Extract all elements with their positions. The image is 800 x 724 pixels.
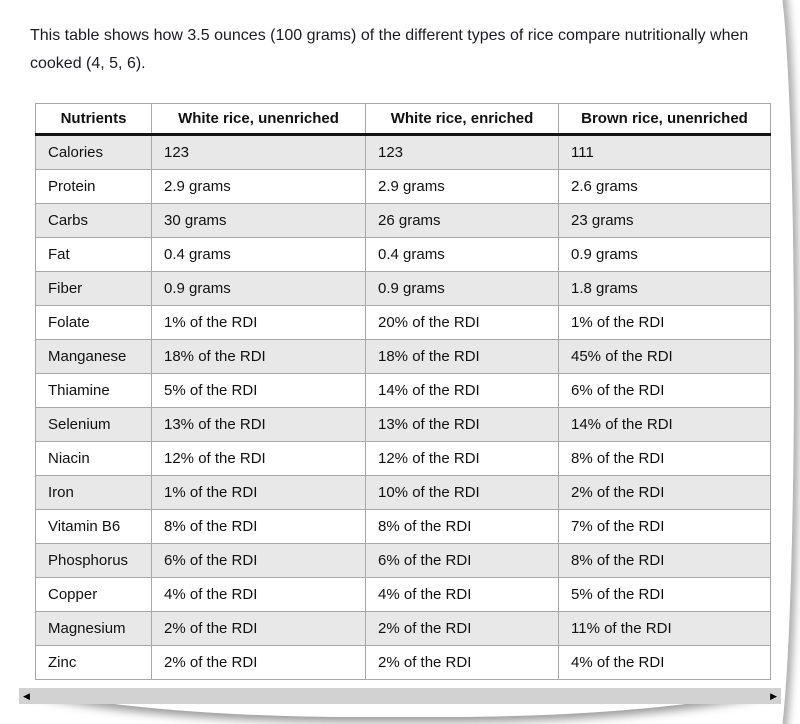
value-cell: 0.9 grams	[558, 237, 771, 272]
nutrient-cell: Manganese	[35, 339, 152, 374]
nutrient-cell: Fat	[35, 237, 152, 272]
value-cell: 12% of the RDI	[151, 441, 366, 476]
value-cell: 8% of the RDI	[558, 441, 771, 476]
value-cell: 18% of the RDI	[151, 339, 366, 374]
scroll-left-arrow-icon[interactable]: ◀	[23, 691, 30, 701]
column-header-brown-rice-unenriched: Brown rice, unenriched	[558, 103, 771, 136]
value-cell: 6% of the RDI	[365, 543, 559, 578]
value-cell: 7% of the RDI	[558, 509, 771, 544]
nutrient-cell: Vitamin B6	[35, 509, 152, 544]
column-header-nutrients: Nutrients	[35, 103, 152, 136]
value-cell: 2% of the RDI	[365, 645, 559, 680]
nutrient-cell: Phosphorus	[35, 543, 152, 578]
table-row: Iron 1% of the RDI 10% of the RDI 2% of the…	[35, 475, 771, 510]
table-row: Zinc 2% of the RDI 2% of the RDI 4% of the …	[35, 645, 771, 680]
value-cell: 0.4 grams	[365, 237, 559, 272]
nutrient-cell: Carbs	[35, 203, 152, 238]
value-cell: 0.4 grams	[151, 237, 366, 272]
nutrient-cell: Protein	[35, 169, 152, 204]
table-body: Calories 123 123 111 Protein 2.9 grams 2.9 gra…	[35, 134, 771, 680]
value-cell: 1.8 grams	[558, 271, 771, 306]
column-header-white-rice-enriched: White rice, enriched	[365, 103, 559, 136]
table-row: Thiamine 5% of the RDI 14% of the RDI 6% of…	[35, 373, 771, 408]
value-cell: 4% of the RDI	[151, 577, 366, 612]
table-row: Manganese 18% of the RDI 18% of the RDI 45%…	[35, 339, 771, 374]
value-cell: 8% of the RDI	[365, 509, 559, 544]
column-header-white-rice-unenriched: White rice, unenriched	[151, 103, 366, 136]
value-cell: 0.9 grams	[365, 271, 559, 306]
value-cell: 2% of the RDI	[558, 475, 771, 510]
table-row: Carbs 30 grams 26 grams 23 grams	[35, 203, 771, 238]
value-cell: 2% of the RDI	[151, 611, 366, 646]
table-row: Protein 2.9 grams 2.9 grams 2.6 grams	[35, 169, 771, 204]
value-cell: 4% of the RDI	[365, 577, 559, 612]
value-cell: 6% of the RDI	[558, 373, 771, 408]
value-cell: 14% of the RDI	[558, 407, 771, 442]
value-cell: 123	[151, 134, 366, 170]
value-cell: 2.9 grams	[151, 169, 366, 204]
value-cell: 6% of the RDI	[151, 543, 366, 578]
value-cell: 11% of the RDI	[558, 611, 771, 646]
table-row: Magnesium 2% of the RDI 2% of the RDI 11% o…	[35, 611, 771, 646]
table-row: Selenium 13% of the RDI 13% of the RDI 14% …	[35, 407, 771, 442]
nutrient-cell: Magnesium	[35, 611, 152, 646]
table-row: Phosphorus 6% of the RDI 6% of the RDI 8% o…	[35, 543, 771, 578]
value-cell: 23 grams	[558, 203, 771, 238]
nutrient-cell: Zinc	[35, 645, 152, 680]
nutrient-cell: Thiamine	[35, 373, 152, 408]
nutrient-cell: Calories	[35, 134, 152, 170]
value-cell: 2.6 grams	[558, 169, 771, 204]
table-row: Calories 123 123 111	[35, 134, 771, 170]
value-cell: 123	[365, 134, 559, 170]
value-cell: 18% of the RDI	[365, 339, 559, 374]
value-cell: 12% of the RDI	[365, 441, 559, 476]
table-row: Vitamin B6 8% of the RDI 8% of the RDI 7% o…	[35, 509, 771, 544]
nutrient-cell: Folate	[35, 305, 152, 340]
value-cell: 20% of the RDI	[365, 305, 559, 340]
value-cell: 13% of the RDI	[151, 407, 366, 442]
table-row: Folate 1% of the RDI 20% of the RDI 1% of t…	[35, 305, 771, 340]
nutrient-cell: Copper	[35, 577, 152, 612]
nutrient-cell: Selenium	[35, 407, 152, 442]
value-cell: 8% of the RDI	[558, 543, 771, 578]
value-cell: 14% of the RDI	[365, 373, 559, 408]
scroll-right-arrow-icon[interactable]: ▶	[770, 691, 777, 701]
value-cell: 30 grams	[151, 203, 366, 238]
table-row: Fat 0.4 grams 0.4 grams 0.9 grams	[35, 237, 771, 272]
page-curl-shadow-bottom	[0, 704, 800, 724]
value-cell: 4% of the RDI	[558, 645, 771, 680]
value-cell: 1% of the RDI	[151, 475, 366, 510]
table-row: Fiber 0.9 grams 0.9 grams 1.8 grams	[35, 271, 771, 306]
value-cell: 1% of the RDI	[558, 305, 771, 340]
value-cell: 111	[558, 134, 771, 170]
value-cell: 2% of the RDI	[365, 611, 559, 646]
table-container: Nutrients White rice, unenriched White r…	[35, 103, 771, 680]
table-row: Copper 4% of the RDI 4% of the RDI 5% of th…	[35, 577, 771, 612]
value-cell: 8% of the RDI	[151, 509, 366, 544]
value-cell: 26 grams	[365, 203, 559, 238]
nutrient-cell: Niacin	[35, 441, 152, 476]
value-cell: 10% of the RDI	[365, 475, 559, 510]
table-row: Niacin 12% of the RDI 12% of the RDI 8% of …	[35, 441, 771, 476]
nutrient-cell: Fiber	[35, 271, 152, 306]
horizontal-scrollbar[interactable]: ◀ ▶	[19, 688, 781, 704]
value-cell: 45% of the RDI	[558, 339, 771, 374]
table-header-row: Nutrients White rice, unenriched White r…	[35, 103, 771, 136]
nutrient-cell: Iron	[35, 475, 152, 510]
value-cell: 0.9 grams	[151, 271, 366, 306]
value-cell: 2% of the RDI	[151, 645, 366, 680]
value-cell: 5% of the RDI	[151, 373, 366, 408]
value-cell: 5% of the RDI	[558, 577, 771, 612]
page-curl-shadow-right	[782, 0, 800, 724]
rice-nutrition-table: Nutrients White rice, unenriched White r…	[35, 103, 771, 680]
value-cell: 2.9 grams	[365, 169, 559, 204]
value-cell: 1% of the RDI	[151, 305, 366, 340]
intro-text: This table shows how 3.5 ounces (100 gra…	[30, 27, 749, 72]
value-cell: 13% of the RDI	[365, 407, 559, 442]
